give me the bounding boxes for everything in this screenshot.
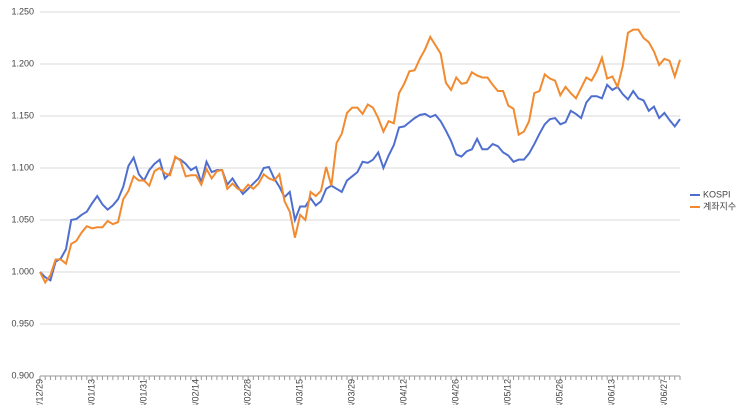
y-tick-label: 1.000 [11,266,34,276]
x-tick-label: 23/06/27 [659,379,669,405]
x-tick-label: 23/01/13 [86,379,96,405]
x-tick-label: 23/05/26 [555,379,565,405]
x-tick-label: 23/04/26 [451,379,461,405]
y-tick-label: 1.100 [11,162,34,172]
legend-label: KOSPI [703,189,731,199]
x-tick-label: 23/01/31 [138,379,148,405]
x-tick-label: 23/02/28 [243,379,253,405]
y-tick-label: 1.150 [11,110,34,120]
y-tick-label: 1.050 [11,214,34,224]
legend-label: 계좌지수 [703,200,736,211]
y-tick-label: 1.200 [11,58,34,68]
series-line [39,83,681,282]
series-line [39,28,681,285]
x-tick-label: 22/12/29 [34,379,44,405]
x-tick-label: 23/03/15 [295,379,305,405]
x-tick-label: 23/04/12 [399,379,409,405]
x-tick-label: 23/02/14 [190,379,200,405]
x-tick-label: 23/06/13 [607,379,617,405]
y-tick-label: 1.250 [11,6,34,16]
x-tick-label: 23/03/29 [347,379,357,405]
y-tick-label: 0.900 [11,370,34,380]
x-tick-label: 23/05/12 [503,379,513,405]
y-tick-label: 0.950 [11,318,34,328]
